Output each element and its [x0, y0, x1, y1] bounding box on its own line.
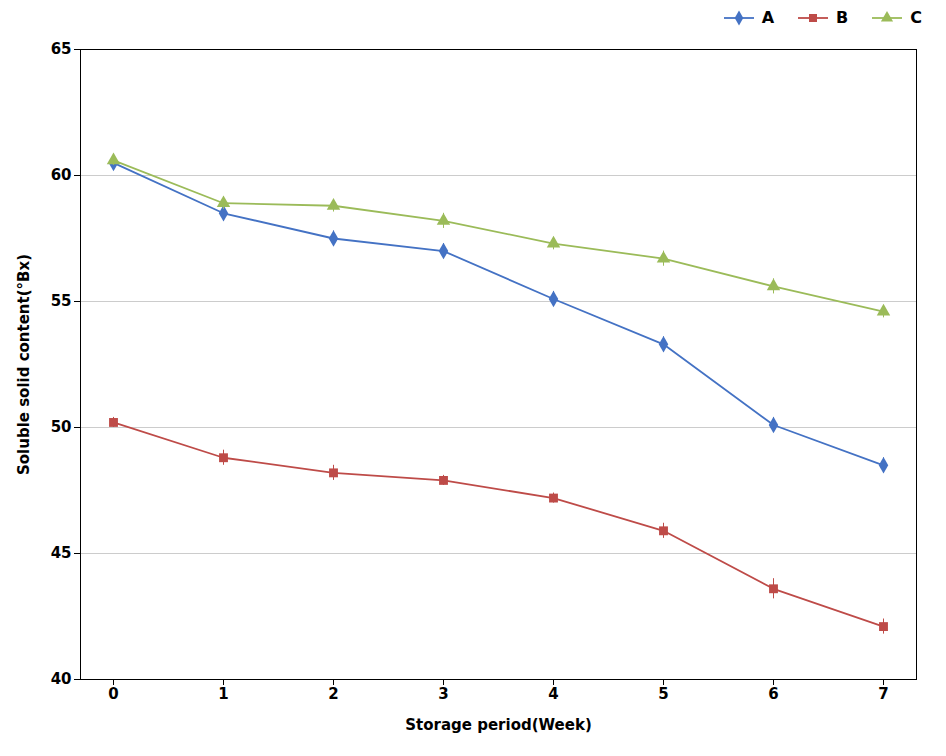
html-text:B: B [836, 8, 849, 27]
svg-text:7: 7 [878, 685, 888, 703]
svg-text:45: 45 [51, 544, 72, 562]
svg-text:60: 60 [51, 166, 72, 184]
svg-text:5: 5 [658, 685, 668, 703]
svg-text:Soluble solid content(°Bx): Soluble solid content(°Bx) [15, 254, 33, 475]
svg-text:2: 2 [328, 685, 338, 703]
svg-text:50: 50 [51, 418, 72, 436]
svg-text:0: 0 [108, 685, 118, 703]
svg-text:55: 55 [51, 292, 72, 310]
svg-text:4: 4 [548, 685, 558, 703]
svg-text:Storage period(Week): Storage period(Week) [405, 716, 591, 734]
html-text:C: C [910, 8, 922, 27]
svg-text:3: 3 [438, 685, 448, 703]
svg-text:40: 40 [51, 670, 72, 688]
html-text:A: A [761, 8, 774, 27]
svg-text:1: 1 [218, 685, 228, 703]
svg-text:65: 65 [51, 40, 72, 58]
svg-text:6: 6 [768, 685, 778, 703]
